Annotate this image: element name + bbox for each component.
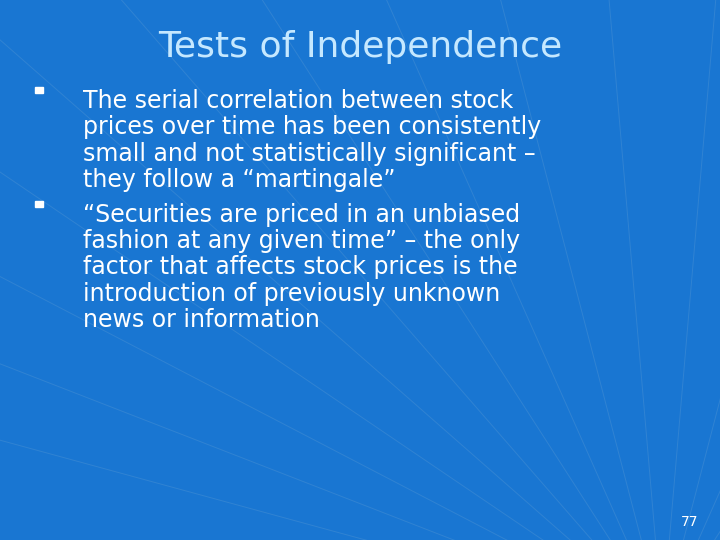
Text: news or information: news or information xyxy=(83,308,320,332)
Text: they follow a “martingale”: they follow a “martingale” xyxy=(83,168,395,192)
Text: introduction of previously unknown: introduction of previously unknown xyxy=(83,282,500,306)
Text: 77: 77 xyxy=(681,515,698,529)
Text: The serial correlation between stock: The serial correlation between stock xyxy=(83,89,513,113)
Bar xyxy=(35,87,43,93)
Text: Tests of Independence: Tests of Independence xyxy=(158,30,562,64)
Text: fashion at any given time” – the only: fashion at any given time” – the only xyxy=(83,229,520,253)
Bar xyxy=(35,200,43,207)
Text: “Securities are priced in an unbiased: “Securities are priced in an unbiased xyxy=(83,202,520,227)
Text: small and not statistically significant –: small and not statistically significant … xyxy=(83,142,536,166)
Text: factor that affects stock prices is the: factor that affects stock prices is the xyxy=(83,255,518,279)
Text: prices over time has been consistently: prices over time has been consistently xyxy=(83,116,541,139)
